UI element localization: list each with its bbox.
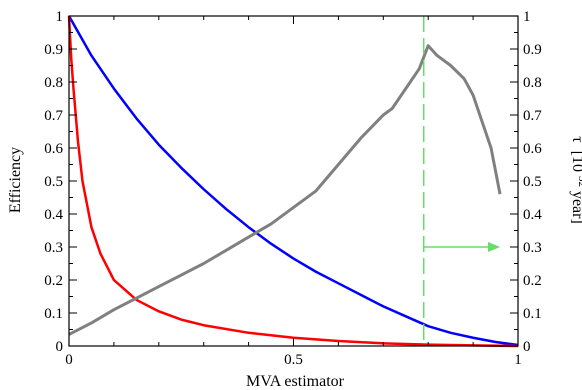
y-tick-label-left: 0.7	[44, 108, 63, 124]
y-tick-label-left: 0	[56, 339, 64, 355]
y-tick-label-left: 0.5	[44, 174, 63, 190]
y-tick-label-left: 1	[56, 9, 64, 25]
y-tick-label-right: 0.1	[523, 306, 542, 322]
y-tick-label-left: 0.8	[44, 75, 63, 91]
tau-symbol: τ	[569, 136, 582, 143]
x-axis-label: MVA estimator	[246, 373, 345, 390]
right-label-base: [10	[569, 151, 582, 172]
y-axis-label-left: Efficiency	[7, 147, 24, 213]
y-tick-label-left: 0.4	[44, 207, 63, 223]
cut-arrow-head	[488, 242, 501, 252]
y-tick-label-right: 0	[523, 339, 531, 355]
y-tick-label-left: 0.9	[44, 42, 63, 58]
y-tick-label-left: 0.6	[44, 141, 63, 157]
y-tick-label-right: 0.8	[523, 75, 542, 91]
plot-lines	[67, 15, 519, 348]
right-label-exponent: 32	[576, 176, 582, 187]
y-tick-label-left: 0.1	[44, 306, 63, 322]
y-tick-label-right: 1	[523, 9, 531, 25]
y-tick-label-right: 0.5	[523, 174, 542, 190]
x-tick-label: 1	[514, 352, 522, 368]
axis-ticks	[68, 15, 519, 347]
series-line-0	[67, 15, 519, 347]
right-label-unit: year]	[569, 191, 582, 224]
y-tick-label-right: 0.9	[523, 42, 542, 58]
y-tick-label-right: 0.3	[523, 240, 542, 256]
y-tick-label-left: 0.2	[44, 273, 63, 289]
y-tick-label-left: 0.3	[44, 240, 63, 256]
y-tick-label-right: 0.2	[523, 273, 542, 289]
x-tick-label: 0	[65, 352, 73, 368]
y-tick-label-right: 0.4	[523, 207, 542, 223]
y-axis-label-right: τ [10 32 year]	[569, 136, 582, 224]
series-line-2	[68, 44, 502, 336]
x-tick-label: 0.5	[284, 352, 303, 368]
tick-labels: 0 0.5 100.10.20.30.40.50.60.70.80.9100.10.…	[44, 9, 542, 368]
y-tick-label-right: 0.7	[523, 108, 542, 124]
y-tick-label-right: 0.6	[523, 141, 542, 157]
